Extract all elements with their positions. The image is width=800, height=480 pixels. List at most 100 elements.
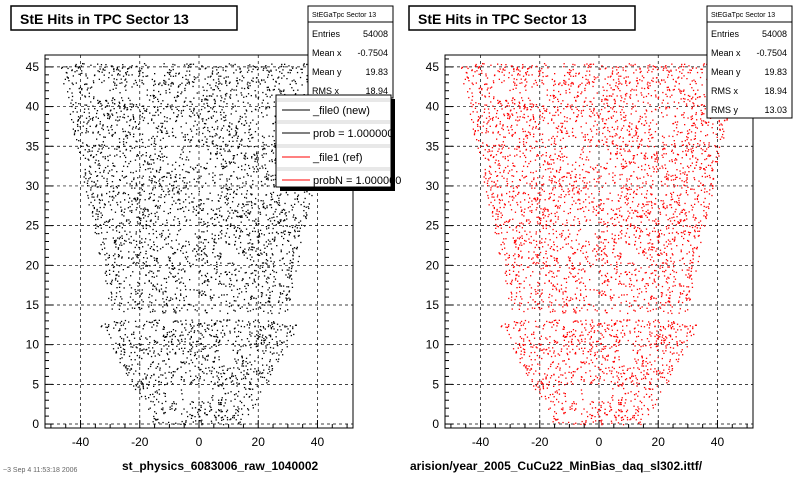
hit-point xyxy=(139,222,141,224)
hit-point xyxy=(191,193,193,195)
hit-point xyxy=(171,164,174,166)
hit-point xyxy=(115,239,117,241)
hit-point xyxy=(162,180,164,182)
hit-point xyxy=(172,253,174,255)
hit-point xyxy=(133,239,135,241)
hit-point xyxy=(201,139,203,141)
hit-point xyxy=(132,262,134,264)
hit-point xyxy=(192,263,194,266)
hit-point xyxy=(166,352,168,355)
hit-point xyxy=(223,405,225,407)
hit-point xyxy=(91,212,94,214)
hit-point xyxy=(672,347,675,349)
hit-point xyxy=(228,82,231,84)
hit-point xyxy=(284,233,286,235)
hit-point xyxy=(113,321,116,323)
hit-point xyxy=(648,235,650,237)
hit-point xyxy=(229,319,231,321)
hit-point xyxy=(113,266,115,268)
hit-point xyxy=(126,109,128,111)
hit-point xyxy=(252,166,254,168)
hit-point xyxy=(160,408,163,410)
hit-point xyxy=(163,412,165,414)
hit-point xyxy=(279,71,281,73)
hit-point xyxy=(184,285,186,287)
hit-point xyxy=(166,106,168,108)
hit-point xyxy=(209,370,211,372)
hit-point xyxy=(220,409,222,411)
hit-point xyxy=(219,210,221,212)
hit-point xyxy=(585,74,587,77)
hit-point xyxy=(219,231,222,233)
hit-point xyxy=(75,102,77,104)
left-title-box xyxy=(10,5,238,31)
hit-point xyxy=(158,389,160,391)
hit-point xyxy=(155,419,157,421)
hit-point xyxy=(629,162,631,164)
x-tick-label: 40 xyxy=(311,435,325,449)
hit-point xyxy=(650,296,652,298)
hit-point xyxy=(185,122,187,124)
hit-point xyxy=(101,81,103,84)
hit-point xyxy=(124,176,126,178)
hit-point xyxy=(188,83,190,85)
hit-point xyxy=(87,108,90,110)
hit-point xyxy=(101,144,103,146)
hit-point xyxy=(154,341,156,343)
hit-point xyxy=(273,276,275,278)
hit-point xyxy=(154,285,156,288)
hit-point xyxy=(149,293,151,296)
hit-point xyxy=(106,329,108,332)
hit-point xyxy=(182,206,184,209)
hit-point xyxy=(164,239,166,241)
hit-point xyxy=(184,424,186,426)
hit-point xyxy=(156,135,158,138)
hit-point xyxy=(229,377,231,380)
hit-point xyxy=(252,282,254,285)
hit-point xyxy=(226,204,228,206)
hit-point xyxy=(529,119,531,122)
hit-point xyxy=(182,109,185,112)
hit-point xyxy=(144,373,146,375)
hit-point xyxy=(521,244,523,246)
hit-point xyxy=(214,218,216,220)
hit-point xyxy=(240,215,242,217)
hit-point xyxy=(232,212,235,214)
hit-point xyxy=(114,211,117,213)
hit-point xyxy=(176,233,179,236)
hit-point xyxy=(118,283,120,285)
hit-point xyxy=(186,63,188,65)
hit-point xyxy=(627,339,629,342)
hit-point xyxy=(233,405,235,407)
hit-point xyxy=(136,65,138,68)
hit-point xyxy=(286,339,288,342)
hit-point xyxy=(145,155,147,157)
hit-point xyxy=(671,159,673,161)
hit-point xyxy=(240,345,242,348)
hit-point xyxy=(266,282,269,284)
hit-point xyxy=(251,256,253,258)
hit-point xyxy=(118,343,121,345)
hit-point xyxy=(541,242,543,244)
hit-point xyxy=(559,233,561,236)
hit-point xyxy=(92,211,94,213)
hit-point xyxy=(139,146,141,149)
hit-point xyxy=(204,262,206,264)
hit-point xyxy=(240,70,242,73)
hit-point xyxy=(194,407,197,409)
hit-point xyxy=(266,89,269,91)
hit-point xyxy=(162,291,164,293)
hit-point xyxy=(655,286,657,288)
hit-point xyxy=(119,344,121,347)
hit-point xyxy=(92,132,94,134)
hit-point xyxy=(263,352,265,354)
hit-point xyxy=(182,361,184,364)
hit-point xyxy=(107,221,109,223)
hit-point xyxy=(133,331,135,333)
hit-point xyxy=(196,236,198,238)
hit-point xyxy=(255,308,257,310)
hit-point xyxy=(197,76,199,78)
hit-point xyxy=(214,102,216,105)
hit-point xyxy=(165,310,167,312)
hit-point xyxy=(243,87,246,90)
